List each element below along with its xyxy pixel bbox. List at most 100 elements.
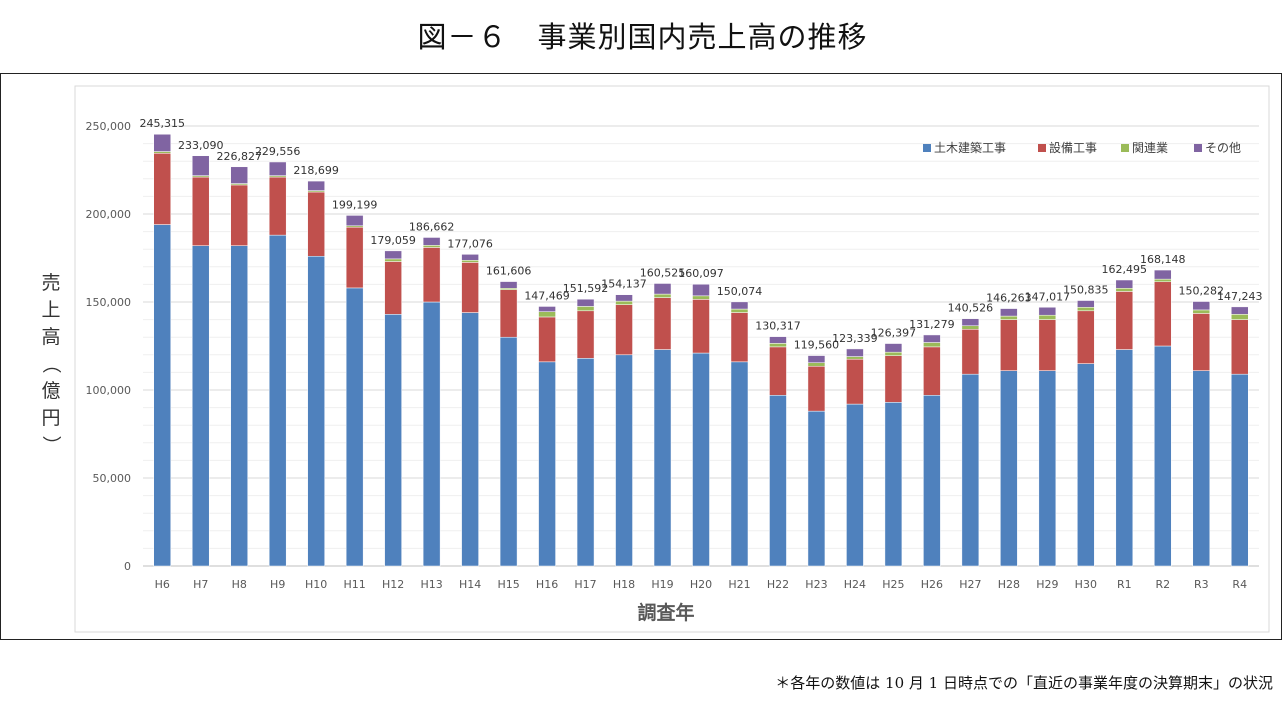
total-label: 161,606 (486, 265, 532, 278)
bar-segment (268, 234, 287, 567)
bar-segment (807, 410, 826, 567)
total-label: 160,097 (678, 267, 724, 280)
bar-segment (769, 395, 787, 567)
bar-segment (499, 336, 518, 567)
x-tick-label: H14 (459, 578, 481, 591)
bar-segment (499, 281, 518, 289)
bar-segment (884, 351, 903, 356)
bar-segment (153, 153, 171, 225)
total-label: 229,556 (255, 145, 301, 158)
bar-segment (1038, 307, 1057, 316)
x-tick-label: H22 (767, 578, 789, 591)
x-tick-label: H25 (882, 578, 904, 591)
stacked-bar-chart: 0 50,000 100,000 150,000 200,000 250,000 245,… (40, 85, 1270, 633)
total-label: 123,339 (832, 332, 878, 345)
bar-segment (384, 314, 402, 567)
bar-segment (1154, 269, 1172, 280)
total-label: 147,243 (1217, 290, 1263, 303)
bar-segment (384, 258, 402, 262)
bar-segment (1231, 373, 1249, 567)
total-label: 130,317 (755, 320, 801, 333)
bar-segment (846, 358, 864, 405)
bar-segment (961, 325, 980, 330)
x-tick-label: H26 (921, 578, 943, 591)
y-tick-label: 150,000 (86, 296, 132, 309)
legend-label: 土木建築工事 (934, 140, 1006, 155)
total-label: 150,074 (717, 285, 763, 298)
chart-frame: 0 50,000 100,000 150,000 200,000 250,000 245,… (0, 73, 1282, 640)
bar-segment (1154, 278, 1172, 283)
bar-segment (1038, 370, 1057, 567)
bar-segment (884, 343, 903, 353)
total-label: 150,282 (1179, 285, 1225, 298)
y-axis-label-char: 円 (41, 407, 60, 429)
bar-segment (653, 283, 672, 295)
y-axis-label-char: 売 (41, 272, 60, 294)
total-label: 186,662 (409, 220, 455, 233)
x-tick-label: H11 (344, 578, 366, 591)
total-label: 218,699 (293, 164, 339, 177)
bar-segment (461, 312, 479, 567)
bar-segment (807, 362, 826, 367)
x-tick-label: H7 (193, 578, 208, 591)
bar-segment (692, 295, 710, 300)
bar-segment (576, 306, 595, 312)
bar-segment (1231, 306, 1249, 315)
bar-segment (769, 343, 787, 348)
x-tick-label: H17 (574, 578, 596, 591)
bar-segment (846, 403, 864, 567)
x-tick-label: H18 (613, 578, 635, 591)
x-tick-label: H30 (1075, 578, 1097, 591)
bar-segment (961, 373, 980, 567)
y-tick-label: 200,000 (86, 208, 132, 221)
bar-segment (538, 316, 556, 363)
bar-segment (538, 311, 556, 318)
bar-segment (1115, 288, 1134, 292)
x-tick-label: H12 (382, 578, 404, 591)
bar-segment (692, 283, 710, 297)
x-tick-label: R3 (1194, 578, 1209, 591)
y-axis-label-char: （ (40, 354, 62, 373)
bar-segment (1000, 319, 1018, 371)
x-tick-label: H13 (420, 578, 442, 591)
bar-segment (730, 312, 749, 363)
bar-segment (923, 342, 941, 348)
bar-segment (230, 245, 248, 567)
bar-segment (1192, 313, 1211, 371)
bar-segment (461, 262, 479, 313)
x-tick-label: R1 (1117, 578, 1132, 591)
bar-segment (730, 361, 749, 567)
total-label: 160,525 (640, 266, 686, 279)
total-label: 147,469 (524, 289, 570, 302)
bar-segment (653, 297, 672, 350)
x-tick-label: R4 (1232, 578, 1247, 591)
bar-segment (807, 365, 826, 412)
bar-segment (538, 361, 556, 567)
bar-segment (615, 354, 633, 567)
bar-segment (1231, 314, 1249, 320)
bar-segment (538, 306, 556, 312)
bar-segment (615, 300, 633, 305)
bar-segment (1115, 279, 1134, 289)
bar-segment (730, 308, 749, 313)
y-axis-label-char: 上 (41, 299, 60, 321)
x-tick-label: H9 (270, 578, 285, 591)
bar-segment (1154, 345, 1172, 567)
bar-segment (345, 226, 364, 289)
total-label: 150,835 (1063, 284, 1109, 297)
bar-segment (191, 155, 210, 176)
legend-label: 設備工事 (1049, 140, 1097, 155)
bar-segment (884, 402, 903, 567)
bar-segment (1077, 300, 1095, 308)
total-label: 162,495 (1102, 263, 1148, 276)
bar-segment (153, 224, 171, 567)
y-tick-label: 0 (124, 560, 131, 573)
x-tick-label: H24 (844, 578, 866, 591)
x-tick-label: R2 (1155, 578, 1170, 591)
x-tick-label: H23 (805, 578, 827, 591)
bar-segment (807, 355, 826, 363)
bar-segment (230, 166, 248, 184)
bar-segment (499, 289, 518, 338)
bar-segment (191, 176, 210, 246)
